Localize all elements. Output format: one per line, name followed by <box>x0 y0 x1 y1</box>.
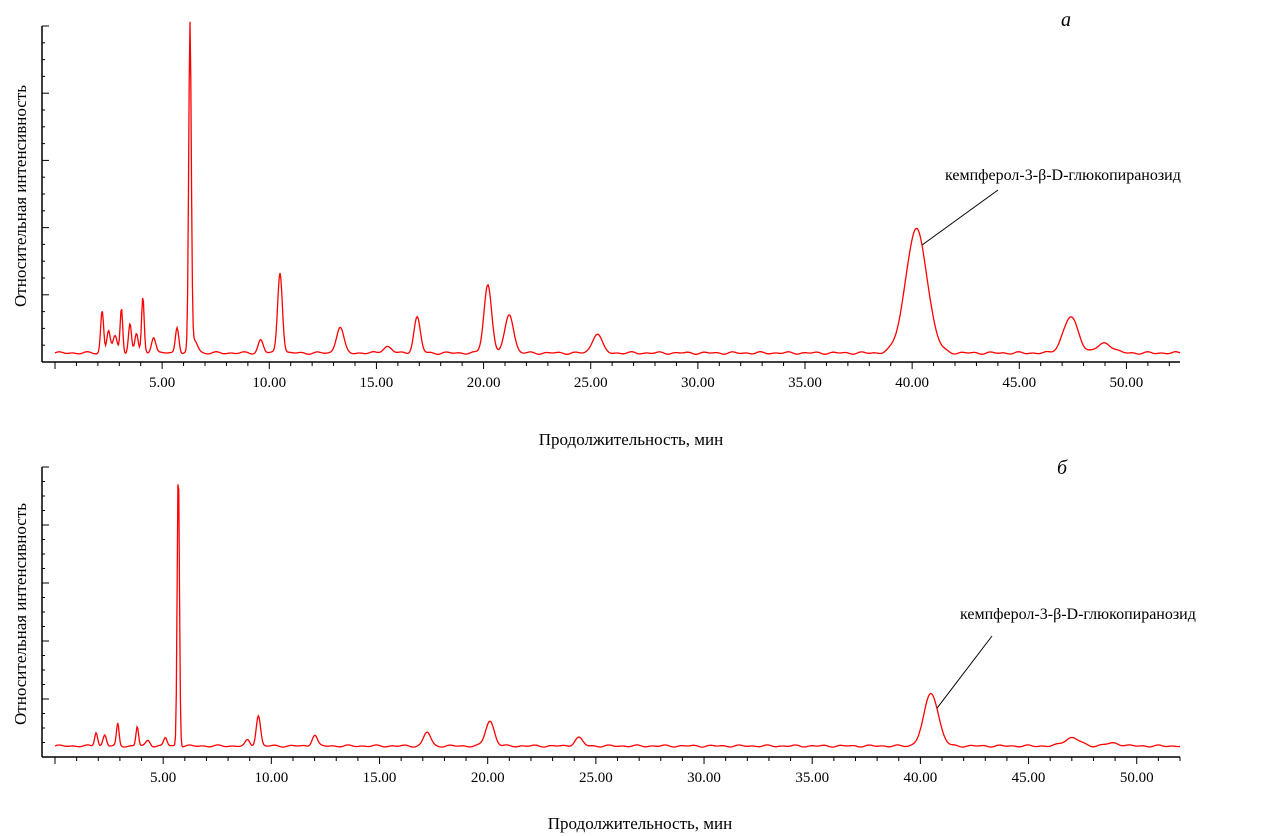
x-tick-label: 10.00 <box>254 770 288 786</box>
x-tick-label: 40.00 <box>895 375 929 391</box>
panel-a-annotation: кемпферол-3-β-D-глюкопиранозид <box>945 167 1181 184</box>
panel-b-letter: б <box>1057 457 1068 479</box>
x-tick-label: 45.00 <box>1012 770 1046 786</box>
x-tick-label: 15.00 <box>363 770 397 786</box>
panel-b-x-tick-labels: 5.00 10.00 15.00 20.00 25.00 30.00 35.00 40.00 4… <box>150 770 1154 786</box>
panel-b-annotation-leader <box>936 635 993 709</box>
panel-b-x-ticks <box>54 757 1181 764</box>
panel-b-annotation: кемпферол-3-β-D-глюкопиранозид <box>960 606 1196 623</box>
x-tick-label: 20.00 <box>471 770 505 786</box>
panel-a-y-ticks <box>42 25 49 363</box>
panel-b-y-ticks <box>42 466 49 758</box>
panel-b-y-axis-title: Относительная интенсивность <box>11 503 30 725</box>
panel-a-x-tick-labels: 5.00 10.00 15.00 20.00 25.00 30.00 35.00 40.00 4… <box>149 375 1143 391</box>
x-tick-label: 35.00 <box>795 770 829 786</box>
panel-a-x-ticks <box>54 362 1170 369</box>
x-tick-label: 20.00 <box>467 375 501 391</box>
x-tick-label: 10.00 <box>252 375 286 391</box>
x-tick-label: 35.00 <box>788 375 822 391</box>
panel-a-y-axis-title: Относительная интенсивность <box>11 85 30 307</box>
x-tick-label: 30.00 <box>681 375 715 391</box>
panel-a-x-axis-title: Продолжительность, мин <box>539 430 723 449</box>
x-tick-label: 50.00 <box>1110 375 1144 391</box>
x-tick-label: 5.00 <box>150 770 176 786</box>
panel-a-annotation-leader <box>922 189 999 246</box>
x-tick-label: 5.00 <box>149 375 175 391</box>
x-tick-label: 45.00 <box>1002 375 1036 391</box>
x-tick-label: 50.00 <box>1120 770 1154 786</box>
chart-panel-a: 5.00 10.00 15.00 20.00 25.00 30.00 35.00 40.00 4… <box>11 9 1181 449</box>
chart-panel-b: 5.00 10.00 15.00 20.00 25.00 30.00 35.00 40.00 4… <box>11 457 1196 833</box>
x-tick-label: 30.00 <box>687 770 721 786</box>
panel-b-x-axis-title: Продолжительность, мин <box>548 814 732 833</box>
x-tick-label: 25.00 <box>574 375 608 391</box>
panel-a-letter: а <box>1061 9 1071 31</box>
x-tick-label: 40.00 <box>904 770 938 786</box>
panel-b-series-line <box>54 484 1181 748</box>
x-tick-label: 15.00 <box>360 375 394 391</box>
x-tick-label: 25.00 <box>579 770 613 786</box>
panel-a-series-line <box>54 21 1181 355</box>
